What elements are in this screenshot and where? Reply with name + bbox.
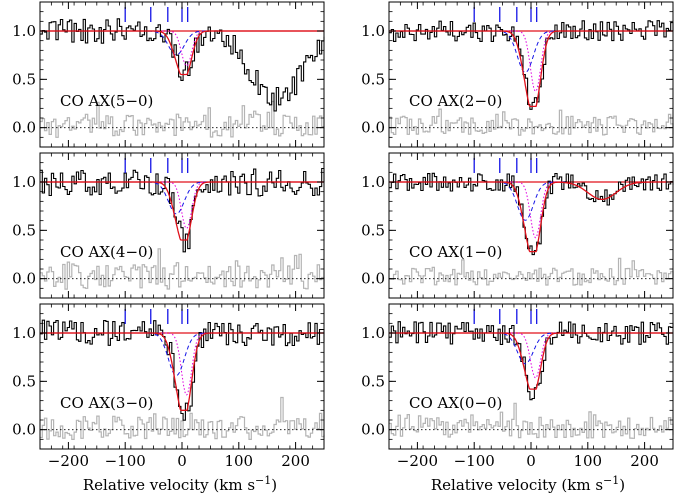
residual-series bbox=[389, 108, 674, 136]
panel-5: 0.0 0.5 1.0 −200 −100 0 100 200 CO AX(3−0) bbox=[12, 303, 325, 470]
x-tick-label: 0 bbox=[177, 452, 187, 470]
residual-series bbox=[389, 257, 674, 286]
model-series bbox=[389, 181, 673, 253]
x-tick-label: −100 bbox=[105, 452, 146, 470]
y-tick-label: 0.0 bbox=[361, 270, 385, 288]
panels-layer: 0.00.51.0CO AX(5−0)0.00.51.0CO AX(2−0)0.… bbox=[12, 1, 674, 470]
panel-frame bbox=[39, 152, 325, 299]
flux-series bbox=[389, 321, 674, 401]
residual-series bbox=[40, 248, 325, 290]
panel-label: CO AX(4−0) bbox=[60, 243, 153, 261]
panel-6: 0.0 0.5 1.0 −200 −100 0 100 200 CO AX(0−0) bbox=[361, 303, 674, 470]
residual-series bbox=[40, 100, 325, 138]
y-tick-label: 0.5 bbox=[361, 221, 385, 239]
y-tick-label: 0.5 bbox=[12, 70, 36, 88]
model-series bbox=[40, 30, 324, 76]
y-tick-label: 0.0 bbox=[12, 119, 36, 137]
y-tick-label: 1.0 bbox=[12, 22, 36, 40]
x-tick-label: 200 bbox=[281, 452, 310, 470]
y-tick-label: 0.0 bbox=[361, 421, 385, 439]
residual-series bbox=[40, 396, 325, 440]
panel-label: CO AX(2−0) bbox=[409, 92, 502, 110]
component-dotted bbox=[147, 332, 217, 396]
x-axis-title-left: Relative velocity (km s−1) bbox=[83, 474, 277, 494]
panel-3: 0.0 0.5 1.0 CO AX(4−0) bbox=[12, 152, 325, 299]
panel-2: 0.0 0.5 1.0 CO AX(2−0) bbox=[361, 1, 674, 148]
panel-frame bbox=[388, 152, 674, 299]
model-series bbox=[40, 181, 324, 241]
model-series bbox=[389, 30, 673, 108]
y-tick-label: 0.0 bbox=[12, 421, 36, 439]
y-tick-label: 0.5 bbox=[12, 221, 36, 239]
y-tick-label: 0.5 bbox=[12, 372, 36, 390]
residual-series bbox=[389, 402, 674, 439]
y-tick-label: 0.0 bbox=[361, 119, 385, 137]
flux-series bbox=[40, 18, 325, 112]
y-tick-label: 0.5 bbox=[361, 70, 385, 88]
component-dashed bbox=[496, 181, 566, 221]
panel-label: CO AX(0−0) bbox=[409, 394, 502, 412]
flux-series bbox=[389, 172, 674, 256]
panel-4: 0.0 0.5 1.0 CO AX(1−0) bbox=[361, 152, 674, 299]
x-tick-label: 200 bbox=[630, 452, 659, 470]
model-series bbox=[389, 332, 673, 390]
component-dashed bbox=[496, 30, 566, 74]
model-series bbox=[40, 332, 324, 411]
x-tick-label: −100 bbox=[454, 452, 495, 470]
y-tick-label: 1.0 bbox=[361, 324, 385, 342]
y-tick-label: 1.0 bbox=[12, 173, 36, 191]
panel-label: CO AX(3−0) bbox=[60, 394, 153, 412]
flux-series bbox=[40, 319, 325, 421]
panel-1: 0.0 0.5 1.0 CO AX(5−0) bbox=[12, 1, 325, 148]
x-tick-label: 100 bbox=[573, 452, 602, 470]
panel-label: CO AX(1−0) bbox=[409, 243, 502, 261]
panel-label: CO AX(5−0) bbox=[60, 92, 153, 110]
y-tick-label: 1.0 bbox=[12, 324, 36, 342]
x-tick-label: −200 bbox=[397, 452, 438, 470]
x-tick-label: 100 bbox=[224, 452, 253, 470]
x-tick-label: −200 bbox=[48, 452, 89, 470]
y-tick-label: 0.5 bbox=[361, 372, 385, 390]
y-tick-label: 1.0 bbox=[361, 22, 385, 40]
x-tick-label: 0 bbox=[526, 452, 536, 470]
y-tick-label: 0.0 bbox=[12, 270, 36, 288]
component-dotted bbox=[496, 181, 566, 239]
component-dashed bbox=[147, 332, 217, 377]
x-axis-title-right: Relative velocity (km s−1) bbox=[431, 474, 625, 494]
axis-titles: Relative velocity (km s−1) Relative velo… bbox=[83, 474, 625, 494]
flux-series bbox=[40, 167, 325, 253]
y-tick-label: 1.0 bbox=[361, 173, 385, 191]
